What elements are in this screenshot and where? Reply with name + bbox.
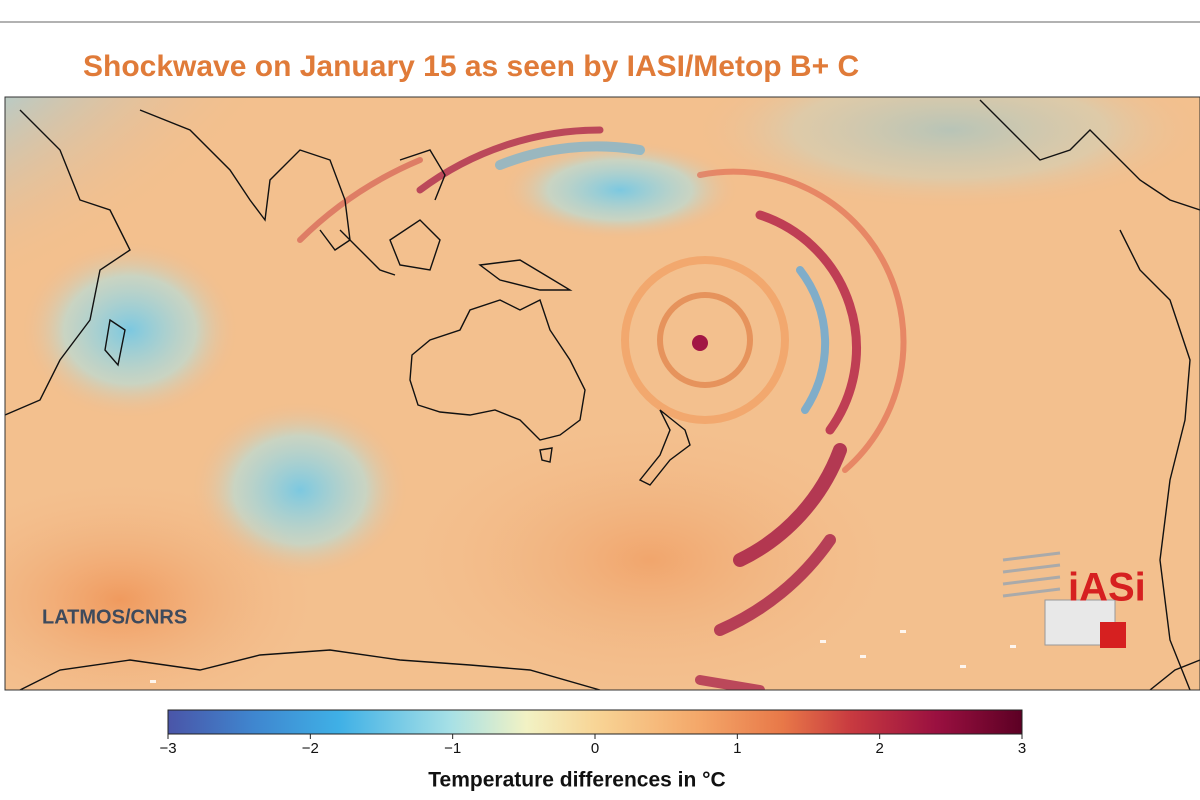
colorbar-label: Temperature differences in °C — [428, 769, 725, 792]
map-frame — [4, 96, 1200, 691]
colorbar-tick-label: −3 — [159, 740, 176, 757]
logo-sensor — [1100, 622, 1126, 648]
colorbar — [167, 709, 1023, 735]
colorbar-tick-label: −2 — [302, 740, 319, 757]
colorbar-tick-label: 3 — [1018, 740, 1026, 757]
map — [5, 97, 1200, 690]
logo-stripes — [1002, 551, 1061, 598]
volcano-spot — [692, 335, 708, 351]
colorbar-ticks: −3 −2 −1 0 1 2 3 — [159, 734, 1026, 757]
logo-text: iASi — [1068, 566, 1146, 610]
coastlines — [5, 99, 1200, 690]
credit: LATMOS/CNRS — [42, 606, 187, 628]
colorbar-tick-label: −1 — [444, 740, 461, 757]
colorbar-tick-label: 2 — [875, 740, 883, 757]
missing-data-specks — [150, 630, 1016, 683]
colorbar-tick-label: 1 — [733, 740, 741, 757]
title: Shockwave on January 15 as seen by IASI/… — [83, 50, 859, 83]
iasi-logo: iASi — [1002, 551, 1146, 648]
colorbar-tick-label: 0 — [591, 740, 599, 757]
shock-rings — [297, 126, 907, 690]
